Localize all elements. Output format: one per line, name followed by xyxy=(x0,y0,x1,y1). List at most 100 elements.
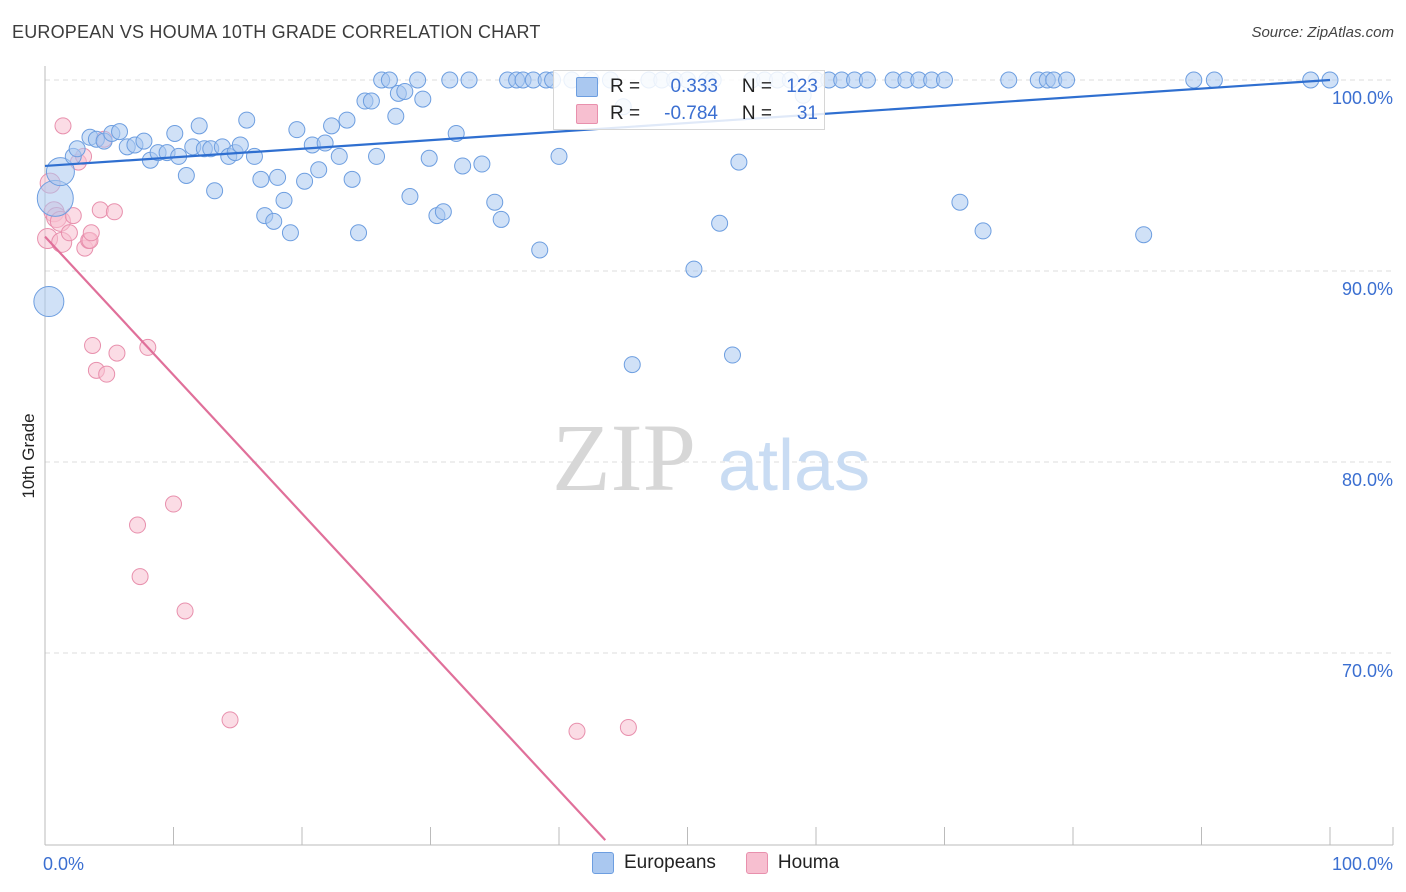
houma-point xyxy=(619,718,637,736)
europeans-point xyxy=(166,124,184,142)
n-label: N = xyxy=(741,76,772,97)
europeans-point xyxy=(414,90,432,108)
y-tick-label: 100.0% xyxy=(1332,88,1393,108)
europeans-point xyxy=(396,82,414,100)
europeans-point xyxy=(1135,226,1153,244)
europeans-point xyxy=(1058,71,1076,89)
europeans-point xyxy=(288,121,306,139)
europeans-point xyxy=(281,224,299,242)
europeans-point xyxy=(338,111,356,129)
europeans-point xyxy=(36,179,74,217)
europeans-point xyxy=(231,136,249,154)
europeans-point xyxy=(723,346,741,364)
watermark: ZIP atlas xyxy=(552,404,870,511)
europeans-point xyxy=(420,149,438,167)
y-tick-label: 90.0% xyxy=(1342,279,1393,299)
europeans-point xyxy=(858,71,876,89)
europeans-point xyxy=(1185,71,1203,89)
europeans-point xyxy=(362,92,380,110)
europeans-point xyxy=(401,188,419,206)
x-tick-label: 100.0% xyxy=(1332,854,1393,874)
europeans-point xyxy=(473,155,491,173)
europeans-point xyxy=(387,107,405,125)
europeans-point xyxy=(974,222,992,240)
europeans-swatch xyxy=(576,77,598,97)
europeans-point xyxy=(135,132,153,150)
europeans-point xyxy=(460,71,478,89)
europeans-point xyxy=(33,286,65,318)
houma-point xyxy=(129,516,147,534)
houma-point xyxy=(91,201,109,219)
europeans-point xyxy=(350,224,368,242)
y-axis-label: 10th Grade xyxy=(19,413,38,498)
europeans-point xyxy=(441,71,459,89)
europeans-n-value: 123 xyxy=(786,76,818,97)
europeans-legend-swatch xyxy=(592,852,614,874)
europeans-point xyxy=(296,172,314,190)
legend-row-europeans: R = 0.333 N = 123 xyxy=(554,74,818,100)
europeans-point xyxy=(492,210,510,228)
europeans-point xyxy=(238,111,256,129)
y-tick-label: 70.0% xyxy=(1342,661,1393,681)
houma-points xyxy=(37,117,637,740)
chart-title: EUROPEAN VS HOUMA 10TH GRADE CORRELATION… xyxy=(12,22,541,42)
europeans-point xyxy=(368,147,386,165)
houma-legend-swatch xyxy=(745,852,768,874)
europeans-point xyxy=(265,212,283,230)
europeans-point xyxy=(454,157,472,175)
europeans-point xyxy=(936,71,953,89)
europeans-point xyxy=(685,260,703,278)
houma-point xyxy=(221,711,239,729)
gridlines xyxy=(45,79,1393,654)
houma-point xyxy=(54,117,72,135)
houma-point xyxy=(105,203,123,221)
houma-point xyxy=(176,602,194,620)
europeans-point xyxy=(206,182,224,200)
europeans-point xyxy=(252,170,270,188)
y-tick-label: 80.0% xyxy=(1342,470,1393,490)
series-legend: Europeans Houma xyxy=(592,852,839,874)
x-tick-label: 0.0% xyxy=(43,854,84,874)
houma-trendline xyxy=(44,235,607,841)
europeans-point xyxy=(730,153,748,171)
europeans-point xyxy=(951,193,969,211)
houma-r-value: -0.784 xyxy=(664,103,718,124)
houma-point xyxy=(108,344,126,362)
europeans-point xyxy=(623,356,641,374)
europeans-point xyxy=(486,193,504,211)
europeans-r-value: 0.333 xyxy=(670,76,718,97)
houma-point xyxy=(64,207,82,225)
europeans-point xyxy=(434,203,452,221)
watermark-atlas: atlas xyxy=(718,426,870,506)
houma-point xyxy=(568,722,586,740)
europeans-point xyxy=(177,167,195,184)
europeans-point xyxy=(111,123,129,141)
europeans-point xyxy=(330,147,348,165)
europeans-point xyxy=(1205,71,1223,89)
europeans-point xyxy=(269,168,287,186)
r-label: R = xyxy=(610,76,641,97)
houma-point xyxy=(82,224,100,242)
europeans-point xyxy=(343,170,361,188)
houma-point xyxy=(60,224,78,242)
legend-row-houma: R = -0.784 N = 31 xyxy=(554,101,818,127)
europeans-point xyxy=(275,191,293,209)
europeans-point xyxy=(711,214,729,232)
europeans-point xyxy=(310,161,328,179)
houma-point xyxy=(165,495,182,513)
europeans-point xyxy=(550,147,568,165)
europeans-point xyxy=(1000,71,1018,89)
n-label: N = xyxy=(741,103,772,124)
europeans-point xyxy=(68,140,86,158)
europeans-point xyxy=(190,117,208,135)
houma-point xyxy=(84,336,102,354)
houma-point xyxy=(98,365,116,383)
r-label: R = xyxy=(610,103,641,124)
houma-legend-label: Houma xyxy=(777,852,840,873)
europeans-point xyxy=(323,117,341,135)
x-tick-labels: 0.0% 100.0% xyxy=(43,854,1393,874)
correlation-legend: R = 0.333 N = 123 R = -0.784 N = 31 xyxy=(553,70,825,130)
europeans-legend-label: Europeans xyxy=(624,852,716,873)
y-tick-labels: 100.0% 90.0% 80.0% 70.0% xyxy=(1332,88,1393,681)
